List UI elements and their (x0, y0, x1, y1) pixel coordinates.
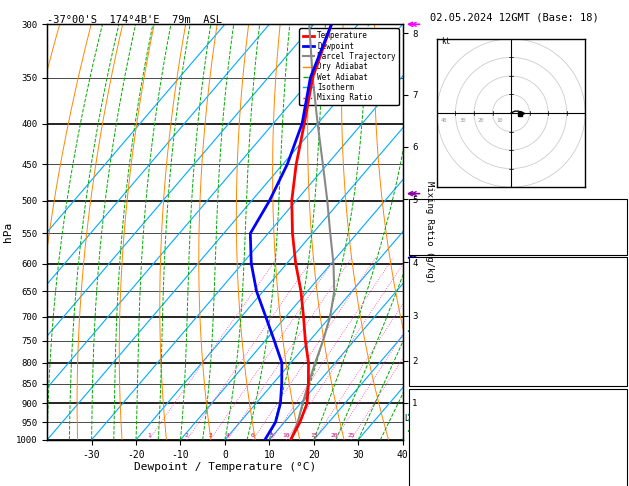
Text: Lifted Index: Lifted Index (416, 449, 479, 458)
Legend: Temperature, Dewpoint, Parcel Trajectory, Dry Adiabat, Wet Adiabat, Isotherm, Mi: Temperature, Dewpoint, Parcel Trajectory… (299, 28, 399, 105)
Text: 14.8: 14.8 (599, 280, 620, 289)
Text: 15: 15 (311, 433, 318, 438)
Text: 4: 4 (226, 433, 230, 438)
Text: 113: 113 (604, 354, 620, 363)
Y-axis label: hPa: hPa (3, 222, 13, 242)
Text: 30: 30 (459, 118, 465, 123)
Text: CAPE (J): CAPE (J) (416, 468, 457, 476)
Text: 25: 25 (347, 433, 355, 438)
Text: 40: 40 (441, 118, 447, 123)
Text: 9: 9 (615, 299, 620, 308)
Text: 2: 2 (185, 433, 189, 438)
Text: Most Unstable: Most Unstable (484, 394, 552, 402)
Text: 4: 4 (615, 449, 620, 458)
Text: 113: 113 (604, 468, 620, 476)
Text: 1003: 1003 (599, 412, 620, 421)
Text: 20: 20 (331, 433, 338, 438)
Text: Totals Totals: Totals Totals (416, 223, 484, 231)
Text: Pressure (mb): Pressure (mb) (416, 412, 484, 421)
Text: LCL: LCL (404, 414, 418, 423)
Bar (409, 199, 626, 255)
Text: 20: 20 (477, 118, 484, 123)
Text: 02.05.2024 12GMT (Base: 18): 02.05.2024 12GMT (Base: 18) (430, 12, 599, 22)
Text: 4: 4 (615, 336, 620, 345)
Y-axis label: Mixing Ratio (g/kg): Mixing Ratio (g/kg) (425, 181, 434, 283)
Text: 308: 308 (604, 317, 620, 326)
Text: Surface: Surface (499, 262, 536, 271)
Text: θₑ(K): θₑ(K) (416, 317, 442, 326)
Text: 308: 308 (604, 431, 620, 439)
Text: 11: 11 (610, 204, 620, 213)
Text: PW (cm): PW (cm) (416, 241, 452, 250)
Text: K: K (416, 204, 421, 213)
Text: 10: 10 (496, 118, 503, 123)
Text: 1.47: 1.47 (599, 241, 620, 250)
Text: 3: 3 (208, 433, 212, 438)
Text: Lifted Index: Lifted Index (416, 336, 479, 345)
Text: 8: 8 (270, 433, 274, 438)
Text: 42: 42 (610, 223, 620, 231)
Text: CIN (J): CIN (J) (416, 373, 452, 382)
Text: CAPE (J): CAPE (J) (416, 354, 457, 363)
Text: Dewp (°C): Dewp (°C) (416, 299, 463, 308)
Text: © weatheronline.co.uk: © weatheronline.co.uk (465, 472, 563, 481)
Text: θₑ (K): θₑ (K) (416, 431, 447, 439)
X-axis label: Dewpoint / Temperature (°C): Dewpoint / Temperature (°C) (134, 462, 316, 472)
Text: 6: 6 (251, 433, 255, 438)
Text: 1: 1 (147, 433, 151, 438)
Text: 0: 0 (615, 373, 620, 382)
Bar (409, 389, 626, 486)
Text: kt: kt (441, 37, 450, 47)
Bar (409, 257, 626, 386)
Text: Temp (°C): Temp (°C) (416, 280, 463, 289)
Text: 10: 10 (282, 433, 290, 438)
Text: -37°00'S  174°4B'E  79m  ASL: -37°00'S 174°4B'E 79m ASL (47, 15, 222, 25)
